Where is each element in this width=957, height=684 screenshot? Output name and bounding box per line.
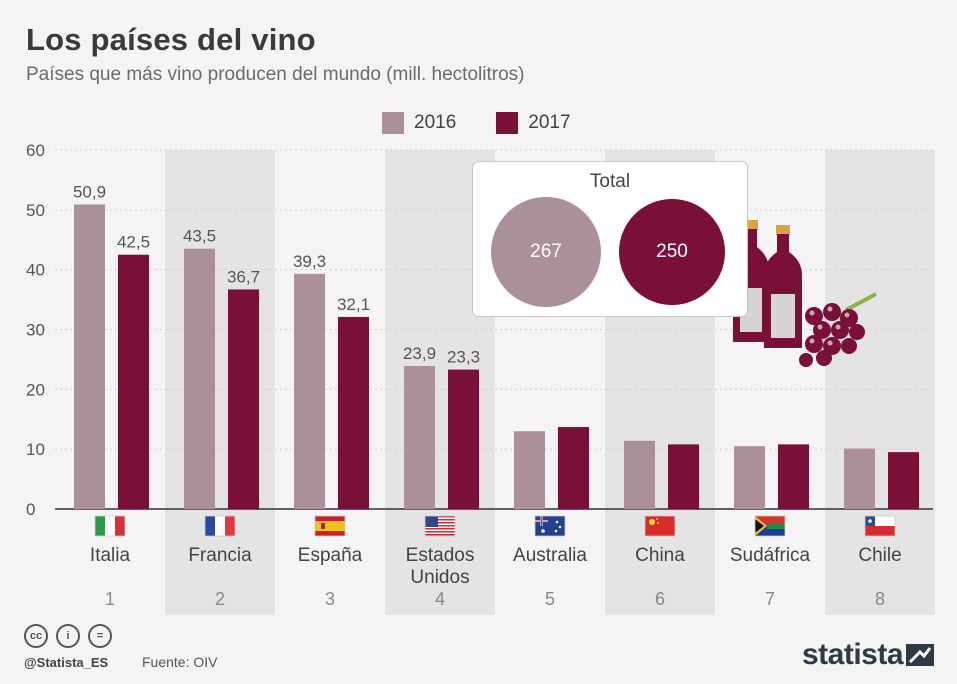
data-label: 32,1 [337,295,370,314]
chart-legend: 2016 2017 [382,110,611,136]
data-label: 36,7 [227,267,260,286]
south-africa-flag-icon [754,515,786,537]
rank-label: 5 [545,589,555,609]
column-band [825,150,935,615]
x-axis-labels: Italia Francia España Estados Unidos Australi… [90,545,902,588]
bar-2016 [294,273,325,509]
australia-flag-icon [534,515,566,537]
bar-2017 [668,444,699,509]
bar-2016 [844,448,875,509]
bar-2016 [514,431,545,509]
bar-2017 [558,427,589,509]
nd-icon[interactable]: = [88,624,112,648]
bar-2016 [624,440,655,509]
rank-label: 1 [105,589,115,609]
y-tick-label: 40 [26,261,45,280]
total-box: Total 267 250 [472,161,748,317]
y-axis: 0 10 20 30 40 50 60 [26,141,45,519]
bar-2017 [338,316,369,509]
wine-bottle-icon [764,225,802,348]
bar-2016 [404,365,435,509]
legend-item-2016: 2016 [382,112,456,134]
y-tick-label: 60 [26,141,45,160]
usa-flag-icon [424,515,456,537]
cc-icon[interactable]: cc [24,624,48,648]
legend-label-2017: 2017 [528,112,571,133]
rank-label: 2 [215,589,225,609]
source-note: Fuente: OIV [142,654,218,670]
bar-2016 [184,248,215,509]
rank-label: 4 [435,589,445,609]
grapes-icon [799,292,877,367]
chart-subtitle: Países que más vino producen del mundo (… [26,64,525,85]
chile-flag-icon [864,515,896,537]
bar-2017 [448,369,479,509]
rank-labels: 1 2 3 4 5 6 7 8 [105,589,885,609]
x-tick-label: Chile [858,545,901,566]
x-tick-label: Sudáfrica [730,545,811,566]
bar-2017 [118,254,149,509]
bar-2017 [228,289,259,509]
x-tick-label: Estados Unidos [406,545,475,588]
statista-logo-mark-icon [906,644,934,666]
data-label: 23,9 [403,344,436,363]
total-2017-value: 250 [656,241,688,262]
france-flag-icon [204,515,236,537]
china-flag-icon [644,515,676,537]
bars [74,204,919,509]
rank-label: 8 [875,589,885,609]
rank-label: 3 [325,589,335,609]
y-tick-label: 0 [26,500,35,519]
legend-item-2017: 2017 [496,112,571,134]
bar-2017 [888,452,919,509]
flags [94,515,896,537]
y-tick-label: 30 [26,321,45,340]
x-tick-label: Francia [188,545,252,566]
bar-2016 [734,446,765,509]
by-icon[interactable]: i [56,624,80,648]
rank-label: 6 [655,589,665,609]
y-tick-label: 50 [26,201,45,220]
x-tick-label: China [635,545,685,566]
legend-swatch-2017 [496,112,519,134]
data-label: 42,5 [117,233,150,252]
data-label: 43,5 [183,227,216,246]
rank-label: 7 [765,589,775,609]
spain-flag-icon [314,515,346,537]
bar-2016 [74,204,105,509]
license-icons: cc i = [24,624,120,648]
data-label: 39,3 [293,252,326,271]
total-2016-circle: 267 [491,197,601,307]
data-label: 23,3 [447,348,480,367]
twitter-handle[interactable]: @Statista_ES [24,655,109,670]
x-tick-label: Italia [90,545,131,566]
statista-logo[interactable]: statista [802,638,904,671]
chart-title: Los países del vino [26,22,316,57]
total-2016-value: 267 [530,241,562,262]
bar-2017 [778,444,809,509]
x-tick-label: Australia [513,545,587,566]
total-2017-circle: 250 [619,199,725,305]
y-tick-label: 20 [26,380,45,399]
legend-label-2016: 2016 [414,112,457,133]
data-label: 50,9 [73,182,106,201]
data-labels: 50,9 43,5 39,3 23,9 42,5 36,7 32,1 23,3 [73,182,480,366]
total-title: Total [589,171,631,192]
y-tick-label: 10 [26,440,45,459]
x-tick-label: España [298,545,363,566]
legend-swatch-2016 [382,112,404,134]
italy-flag-icon [94,515,126,537]
